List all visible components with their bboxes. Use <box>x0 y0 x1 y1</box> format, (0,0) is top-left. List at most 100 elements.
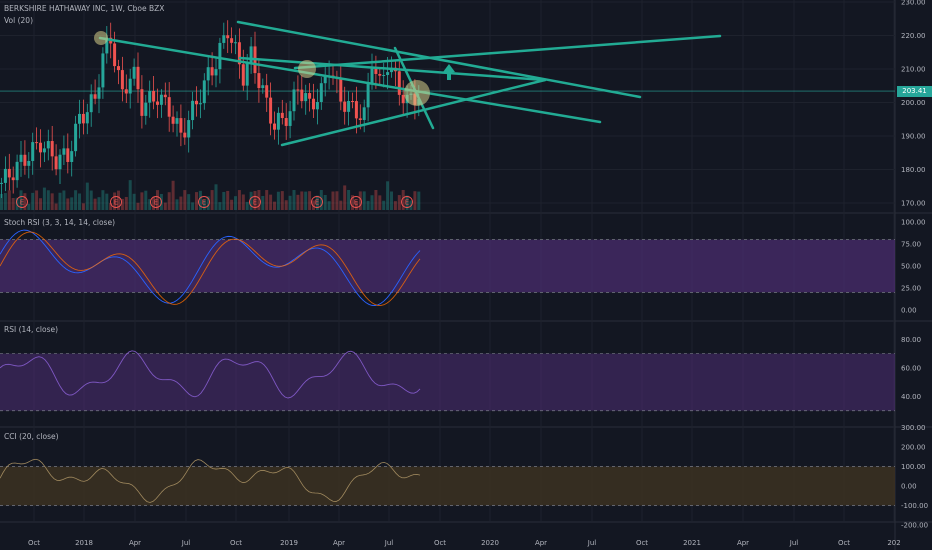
volume-bar <box>179 196 183 210</box>
time-tick-label: 202 <box>887 539 900 547</box>
time-tick-label: Jul <box>789 539 799 547</box>
volume-bar <box>97 197 101 210</box>
candle-body <box>292 89 296 112</box>
candle-body <box>140 89 144 116</box>
price-tick-label: 210.00 <box>901 66 926 74</box>
candle-body <box>351 101 354 103</box>
volume-bar <box>175 199 179 210</box>
volume-bar <box>7 190 11 210</box>
time-tick-label: Oct <box>28 539 40 547</box>
rsi-tick-label: 60.00 <box>901 364 921 372</box>
candle-body <box>93 94 97 99</box>
candle-body <box>312 98 315 110</box>
candle-body <box>347 101 351 112</box>
stoch-rsi-pane <box>0 229 895 306</box>
volume-bar <box>397 195 401 210</box>
rsi-axis[interactable]: 80.00 60.00 40.00 <box>901 336 921 401</box>
volume-bar <box>237 190 241 210</box>
candle-body <box>319 83 323 102</box>
volume-bar <box>93 198 97 210</box>
volume-bar <box>393 201 397 210</box>
candle-body <box>23 154 27 166</box>
rsi-tick-label: 80.00 <box>901 336 921 344</box>
candle-body <box>54 156 58 170</box>
volume-bar <box>319 190 323 210</box>
time-tick-label: Oct <box>230 539 242 547</box>
volume-bar <box>35 190 39 210</box>
volume-bars <box>0 180 421 210</box>
candle-body <box>70 151 74 162</box>
earnings-marker-circle <box>16 196 28 208</box>
price-axis[interactable]: 230.00 220.00 210.00 200.00 190.00 180.00 170.… <box>901 0 926 208</box>
earnings-marker-label: E <box>253 199 257 207</box>
volume-bar <box>195 192 198 210</box>
candle-body <box>97 87 101 99</box>
volume-bar <box>296 194 300 210</box>
candle-body <box>35 142 39 144</box>
volume-bar <box>234 196 237 210</box>
candle-body <box>218 42 222 70</box>
candle-body <box>144 102 148 116</box>
trendline-drawings[interactable] <box>94 20 722 147</box>
volume-bar <box>390 191 393 210</box>
volume-bar <box>152 196 156 210</box>
volume-bar <box>23 193 27 210</box>
volume-bar <box>156 190 159 210</box>
volume-bar <box>214 184 218 210</box>
volume-bar <box>405 195 409 210</box>
stoch-axis[interactable]: 100.00 75.00 50.00 25.00 0.00 <box>901 219 926 315</box>
time-axis[interactable]: Oct 2018 Apr Jul Oct 2019 Apr Jul Oct 2020 Apr Jul O… <box>28 539 901 547</box>
volume-bar <box>81 203 85 210</box>
volume-bar <box>0 194 3 210</box>
volume-bar <box>370 195 374 210</box>
cci-tick-label: -100.00 <box>901 502 928 510</box>
candle-body <box>257 73 261 89</box>
candle-body <box>358 118 362 120</box>
volume-bar <box>74 190 78 210</box>
volume-bar <box>202 199 206 210</box>
cci-axis[interactable]: 300.00 200.00 100.00 0.00 -100.00 -200.00 <box>901 424 928 530</box>
volume-bar <box>245 201 249 210</box>
cci-label: CCI (20, close) <box>4 432 59 441</box>
candle-body <box>50 141 54 157</box>
circle-highlight-icon <box>94 31 108 45</box>
stoch-tick-label: 75.00 <box>901 241 921 249</box>
volume-bar <box>113 192 117 210</box>
volume-bar <box>362 191 366 210</box>
volume-bar <box>417 191 421 210</box>
candle-body <box>382 74 386 76</box>
candle-body <box>85 112 89 124</box>
candle-body <box>148 90 152 103</box>
volume-bar <box>117 190 120 210</box>
candle-body <box>124 89 128 94</box>
cci-pane <box>0 458 895 506</box>
cci-tick-label: 200.00 <box>901 444 926 452</box>
volume-bar <box>300 191 304 210</box>
candle-body <box>132 66 136 79</box>
time-tick-label: Apr <box>737 539 749 547</box>
time-tick-label: 2021 <box>683 539 701 547</box>
rsi-band <box>0 353 895 411</box>
volume-bar <box>323 194 327 210</box>
candle-body <box>386 72 390 75</box>
volume-bar <box>343 185 347 210</box>
rsi-line <box>0 350 421 399</box>
price-candles <box>0 20 421 198</box>
volume-bar <box>315 195 319 210</box>
candle-body <box>74 123 78 152</box>
volume-bar <box>62 190 66 210</box>
volume-bar <box>304 191 308 210</box>
volume-bar <box>78 193 81 210</box>
candle-body <box>315 101 319 110</box>
volume-bar <box>120 198 124 210</box>
volume-bar <box>257 189 261 210</box>
candle-body <box>156 101 159 105</box>
candle-body <box>46 141 50 149</box>
volume-bar <box>27 203 31 210</box>
volume-bar <box>354 200 358 210</box>
candle-body <box>237 42 241 65</box>
candle-body <box>195 100 198 105</box>
candle-body <box>339 78 343 102</box>
